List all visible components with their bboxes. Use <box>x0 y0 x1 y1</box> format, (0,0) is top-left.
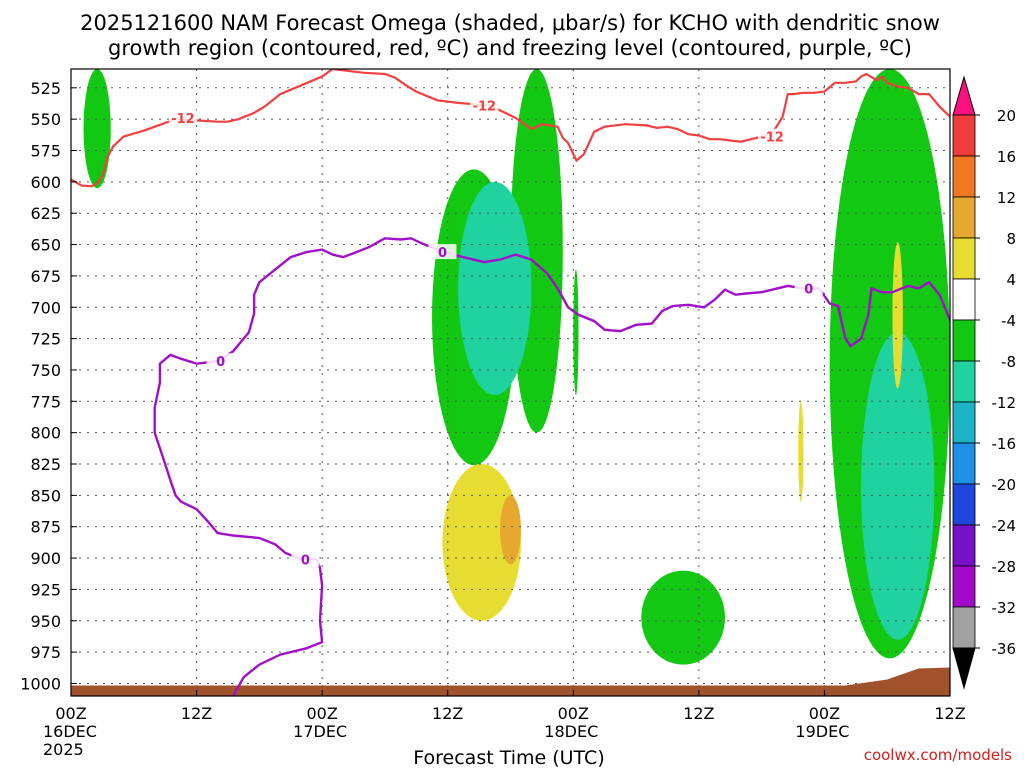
contour-label: -12 <box>171 112 195 127</box>
omega-region <box>798 401 804 502</box>
x-tick-label: 00Z <box>809 704 840 723</box>
y-tick-label: 1000 <box>20 674 61 693</box>
contour-label: -12 <box>473 99 497 114</box>
contour-label-bg <box>470 97 499 113</box>
colorbar-label: -12 <box>992 394 1017 412</box>
contour-label: -12 <box>760 131 784 146</box>
colorbar: 20 16 12 8 4 -4 -8 -12 -16 -20 -24 -28 -32 -36 <box>952 75 1017 690</box>
y-tick-label: 675 <box>30 267 61 286</box>
y-tick-label: 950 <box>30 612 61 631</box>
colorbar-label: 20 <box>997 107 1016 125</box>
y-tick-label: 875 <box>30 518 61 537</box>
grid-lines <box>71 69 950 696</box>
x-tick-date: 16DEC <box>43 722 97 741</box>
credit-text: coolwx.com/models <box>864 746 1012 764</box>
colorbar-cap-top <box>952 75 976 116</box>
colorbar-label: 16 <box>997 148 1016 166</box>
colorbar-cell <box>952 606 976 649</box>
x-tick-date: 19DEC <box>795 722 849 741</box>
colorbar-cell <box>952 278 976 321</box>
colorbar-cell <box>952 524 976 567</box>
x-tick-label: 12Z <box>683 704 714 723</box>
y-tick-label: 600 <box>30 173 61 192</box>
colorbar-label: -32 <box>992 599 1017 617</box>
colorbar-cell <box>952 442 976 485</box>
x-tick-label: 12Z <box>934 704 965 723</box>
y-tick-label: 650 <box>30 236 61 255</box>
colorbar-label: -16 <box>992 435 1017 453</box>
colorbar-label: 12 <box>997 189 1016 207</box>
colorbar-label: -4 <box>1001 312 1016 330</box>
contour-label-bg <box>206 353 235 369</box>
x-tick-label: 00Z <box>558 704 589 723</box>
x-tick-date: 18DEC <box>544 722 598 741</box>
x-tick-label: 00Z <box>306 704 337 723</box>
contour-label-bg <box>758 128 787 144</box>
colorbar-cell <box>952 401 976 444</box>
colorbar-label: 8 <box>1006 230 1016 248</box>
x-tick-label: 00Z <box>55 704 86 723</box>
chart-title-line2: growth region (contoured, red, ºC) and f… <box>108 36 912 60</box>
omega-shading <box>83 69 950 665</box>
y-tick-label: 775 <box>30 392 61 411</box>
y-tick-label: 550 <box>30 110 61 129</box>
y-tick-label: 525 <box>30 79 61 98</box>
y-tick-label: 925 <box>30 580 61 599</box>
y-tick-label: 625 <box>30 204 61 223</box>
colorbar-label: -24 <box>992 517 1017 535</box>
colorbar-cell <box>952 360 976 403</box>
omega-region <box>83 69 111 189</box>
contour-label: 0 <box>301 553 310 568</box>
x-tick-label: 12Z <box>181 704 212 723</box>
contour-label: 0 <box>216 355 225 370</box>
contour-label-bg <box>794 280 823 296</box>
y-tick-label: 800 <box>30 424 61 443</box>
contour-label-bg <box>428 244 457 260</box>
colorbar-cell <box>952 114 976 157</box>
colorbar-cell <box>952 237 976 280</box>
colorbar-label: -36 <box>992 640 1017 658</box>
terrain-ground <box>71 667 950 696</box>
x-tick-label: 12Z <box>432 704 463 723</box>
chart-title-line1: 2025121600 NAM Forecast Omega (shaded, μ… <box>80 11 940 35</box>
y-tick-label: 725 <box>30 330 61 349</box>
y-tick-label: 900 <box>30 549 61 568</box>
y-axis: 525 550 575 600 625 650 675 700 725 750 775 800 825 8… <box>20 79 77 693</box>
colorbar-label: -28 <box>992 558 1017 576</box>
colorbar-cap-bottom <box>952 647 976 690</box>
x-tick-year: 2025 <box>43 740 84 759</box>
colorbar-label: 4 <box>1006 271 1016 289</box>
colorbar-cell <box>952 155 976 198</box>
omega-region <box>861 332 935 640</box>
contour-label-bg <box>168 109 197 125</box>
omega-region <box>573 269 579 396</box>
contour-label: 0 <box>804 282 813 297</box>
colorbar-cell <box>952 319 976 362</box>
colorbar-cell <box>952 565 976 608</box>
colorbar-cell <box>952 196 976 239</box>
omega-region <box>500 495 521 565</box>
x-tick-date: 17DEC <box>293 722 347 741</box>
snow-growth-contour <box>71 69 950 188</box>
y-tick-label: 975 <box>30 643 61 662</box>
omega-region <box>442 464 521 621</box>
colorbar-cell <box>952 483 976 526</box>
y-tick-label: 825 <box>30 455 61 474</box>
omega-region <box>892 242 903 389</box>
contour-label: 0 <box>438 246 447 261</box>
colorbar-label: -20 <box>992 476 1017 494</box>
contour-label-bg <box>291 551 320 567</box>
plot-frame <box>70 68 951 697</box>
omega-region <box>458 181 532 396</box>
x-axis-label: Forecast Time (UTC) <box>413 747 604 768</box>
y-tick-label: 575 <box>30 142 61 161</box>
contour-labels: -12 -12 -12 0 0 0 0 <box>168 97 823 568</box>
y-tick-label: 700 <box>30 298 61 317</box>
colorbar-label: -8 <box>1001 353 1016 371</box>
omega-region <box>641 570 726 665</box>
y-tick-label: 850 <box>30 486 61 505</box>
y-tick-label: 750 <box>30 361 61 380</box>
